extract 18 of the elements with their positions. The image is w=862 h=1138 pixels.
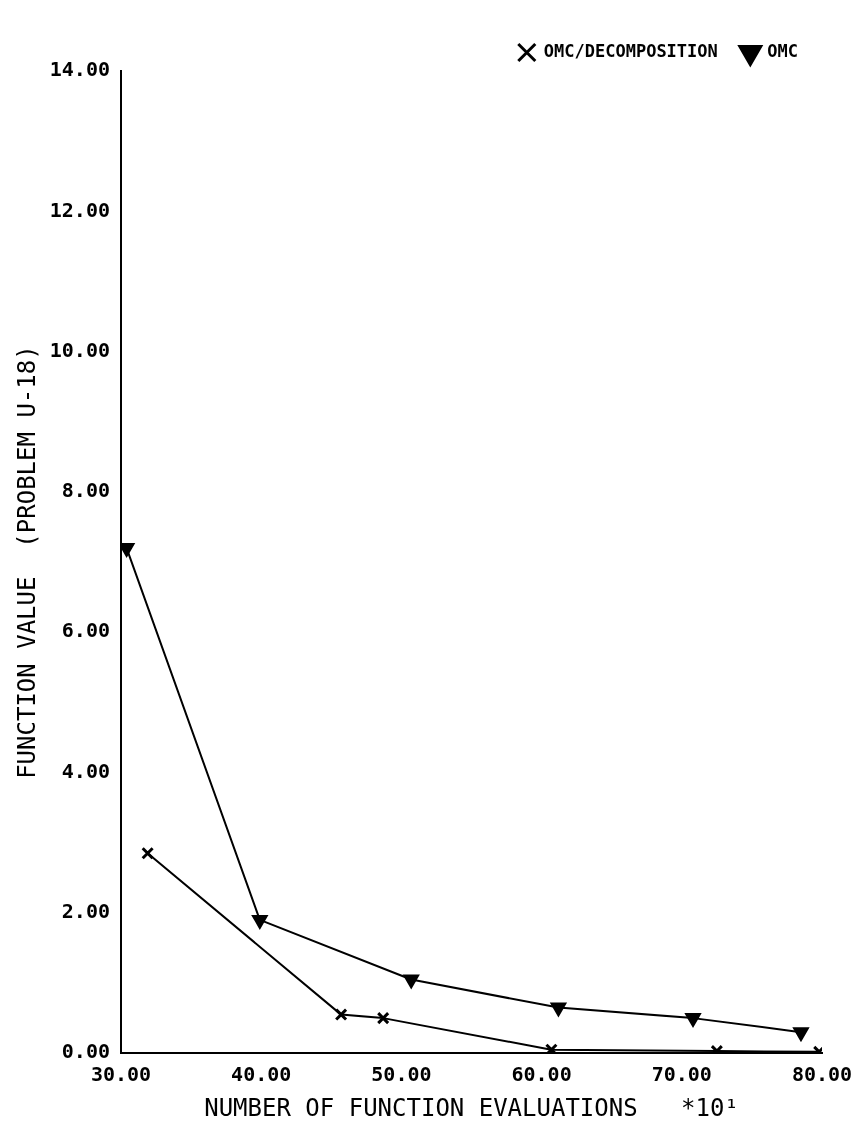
legend-label: OMC/DECOMPOSITION bbox=[543, 40, 718, 61]
y-tick-label: 12.00 bbox=[49, 197, 111, 222]
y-tick-label: 6.00 bbox=[61, 618, 111, 643]
x-axis-title: NUMBER OF FUNCTION EVALUATIONS *10¹ bbox=[204, 1093, 739, 1122]
x-tick-label: 80.00 bbox=[791, 1062, 853, 1087]
y-tick-label: 14.00 bbox=[49, 57, 111, 82]
x-tick-label: 40.00 bbox=[231, 1062, 292, 1087]
x-tick-label: 30.00 bbox=[90, 1062, 152, 1087]
y-tick-label: 0.00 bbox=[61, 1039, 111, 1064]
y-tick-label: 10.00 bbox=[49, 337, 111, 362]
legend-label: OMC bbox=[767, 40, 799, 61]
y-tick-label: 4.00 bbox=[61, 758, 111, 783]
x-tick-label: 70.00 bbox=[651, 1062, 712, 1087]
y-tick-label: 8.00 bbox=[61, 478, 111, 503]
x-tick-label: 50.00 bbox=[371, 1062, 432, 1087]
y-axis-title: FUNCTION VALUE (PROBLEM U-18) bbox=[12, 345, 41, 779]
x-tick-label: 60.00 bbox=[511, 1062, 572, 1087]
y-tick-label: 2.00 bbox=[61, 899, 111, 924]
